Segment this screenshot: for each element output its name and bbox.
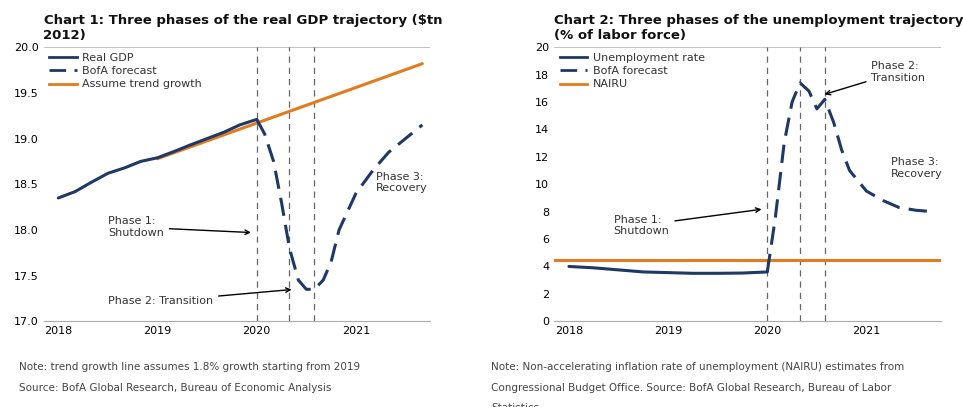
Text: Source: BofA Global Research, Bureau of Economic Analysis: Source: BofA Global Research, Bureau of …	[19, 383, 331, 393]
Text: Phase 2: Transition: Phase 2: Transition	[108, 288, 290, 306]
Legend: Unemployment rate, BofA forecast, NAIRU: Unemployment rate, BofA forecast, NAIRU	[560, 53, 705, 90]
Text: Congressional Budget Office. Source: BofA Global Research, Bureau of Labor: Congressional Budget Office. Source: Bof…	[491, 383, 892, 393]
Legend: Real GDP, BofA forecast, Assume trend growth: Real GDP, BofA forecast, Assume trend gr…	[49, 53, 202, 90]
Text: Chart 2: Three phases of the unemployment trajectory
(% of labor force): Chart 2: Three phases of the unemploymen…	[554, 14, 963, 42]
Text: Phase 2:
Transition: Phase 2: Transition	[826, 61, 925, 95]
Text: Phase 3:
Recovery: Phase 3: Recovery	[376, 172, 428, 193]
Text: Note: Non-accelerating inflation rate of unemployment (NAIRU) estimates from: Note: Non-accelerating inflation rate of…	[491, 362, 904, 372]
Text: Phase 1:
Shutdown: Phase 1: Shutdown	[108, 217, 249, 238]
Text: Phase 3:
Recovery: Phase 3: Recovery	[892, 157, 943, 179]
Text: Chart 1: Three phases of the real GDP trajectory ($tn
2012): Chart 1: Three phases of the real GDP tr…	[43, 14, 442, 42]
Text: Note: trend growth line assumes 1.8% growth starting from 2019: Note: trend growth line assumes 1.8% gro…	[19, 362, 360, 372]
Text: Phase 1:
Shutdown: Phase 1: Shutdown	[613, 208, 760, 236]
Text: Statistics: Statistics	[491, 403, 539, 407]
